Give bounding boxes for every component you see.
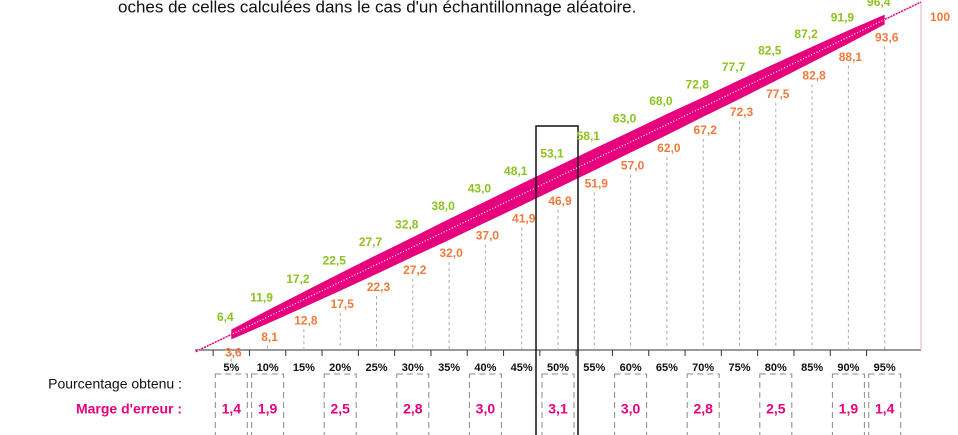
x-tick-label: 15% xyxy=(293,362,315,374)
margin-box xyxy=(686,373,720,435)
upper-label: 53,1 xyxy=(540,146,564,160)
upper-label: 68,0 xyxy=(649,94,673,108)
margin-value: 1,4 xyxy=(222,401,242,417)
margin-box xyxy=(214,373,248,435)
highlight-box xyxy=(535,125,579,435)
lower-label: 67,2 xyxy=(694,123,718,137)
upper-label: 6,4 xyxy=(217,310,234,324)
x-tick-label: 75% xyxy=(728,362,750,374)
margin-value: 2,5 xyxy=(766,401,786,417)
margin-value: 3,1 xyxy=(548,401,568,417)
upper-label: 17,2 xyxy=(286,272,310,286)
margin-label: Marge d'erreur : xyxy=(76,401,182,417)
x-tick-label: 30% xyxy=(402,362,424,374)
x-tick-label: 10% xyxy=(257,362,279,374)
x-tick-label: 45% xyxy=(511,362,533,374)
lower-label: 82,8 xyxy=(802,68,826,82)
x-tick-label: 35% xyxy=(438,362,460,374)
upper-label: 11,9 xyxy=(250,291,273,305)
lower-label: 88,1 xyxy=(839,50,863,64)
margin-box xyxy=(614,373,648,435)
margin-box xyxy=(868,373,902,435)
margin-box xyxy=(541,373,575,435)
margin-box xyxy=(396,373,430,435)
margin-value: 2,8 xyxy=(693,401,713,417)
margin-value: 3,0 xyxy=(476,401,496,417)
upper-label: 63,0 xyxy=(613,112,637,126)
lower-label: 46,9 xyxy=(548,194,572,208)
lower-label: 62,0 xyxy=(657,141,681,155)
x-tick-label: 95% xyxy=(874,362,896,374)
top-label: 100 xyxy=(930,10,950,24)
margin-box xyxy=(251,373,285,435)
upper-label: 96,4 xyxy=(867,0,891,9)
x-tick-label: 50% xyxy=(547,362,569,374)
lower-label: 22,3 xyxy=(367,280,391,294)
margin-value: 1,9 xyxy=(839,401,859,417)
lower-label: 32,0 xyxy=(439,246,463,260)
margin-box xyxy=(323,373,357,435)
lower-label: 41,9 xyxy=(512,212,536,226)
lower-label: 3,6 xyxy=(225,346,242,360)
upper-label: 58,1 xyxy=(577,129,601,143)
x-tick-label: 40% xyxy=(474,362,496,374)
margin-box xyxy=(831,373,865,435)
margin-value: 2,8 xyxy=(403,401,423,417)
x-tick-label: 55% xyxy=(583,362,605,374)
x-tick-label: 80% xyxy=(765,362,787,374)
upper-label: 72,8 xyxy=(686,77,710,91)
x-tick-label: 5% xyxy=(223,362,239,374)
upper-label: 32,8 xyxy=(395,217,419,231)
x-tick-label: 65% xyxy=(656,362,678,374)
x-tick-label: 85% xyxy=(801,362,823,374)
x-tick-label: 70% xyxy=(692,362,714,374)
lower-label: 12,8 xyxy=(294,313,318,327)
center-line xyxy=(194,1,922,353)
lower-label: 17,5 xyxy=(331,297,355,311)
upper-label: 27,7 xyxy=(359,235,383,249)
lower-label: 93,6 xyxy=(875,31,899,45)
lower-label: 51,9 xyxy=(585,177,609,191)
margin-box xyxy=(468,373,502,435)
upper-label: 82,5 xyxy=(758,43,782,57)
upper-label: 38,0 xyxy=(431,199,455,213)
margin-box xyxy=(759,373,793,435)
lower-label: 27,2 xyxy=(403,263,427,277)
x-tick-label: 60% xyxy=(620,362,642,374)
lower-label: 37,0 xyxy=(476,229,500,243)
upper-label: 77,7 xyxy=(722,60,746,74)
row-label: Pourcentage obtenu : xyxy=(48,376,182,392)
subtitle: oches de celles calculées dans le cas d'… xyxy=(118,0,636,16)
upper-label: 91,9 xyxy=(831,11,855,25)
lower-label: 8,1 xyxy=(261,330,278,344)
margin-value: 1,9 xyxy=(258,401,278,417)
margin-value: 1,4 xyxy=(875,401,895,417)
x-tick-label: 25% xyxy=(365,362,387,374)
lower-label: 77,5 xyxy=(766,87,790,101)
x-tick-label: 20% xyxy=(329,362,351,374)
margin-value: 2,5 xyxy=(330,401,350,417)
x-tick-label: 90% xyxy=(837,362,859,374)
lower-label: 57,0 xyxy=(621,159,645,173)
lower-label: 72,3 xyxy=(730,105,754,119)
upper-label: 22,5 xyxy=(323,253,347,267)
upper-label: 87,2 xyxy=(794,27,818,41)
upper-label: 48,1 xyxy=(504,164,528,178)
margin-value: 3,0 xyxy=(621,401,641,417)
upper-label: 43,0 xyxy=(468,182,492,196)
